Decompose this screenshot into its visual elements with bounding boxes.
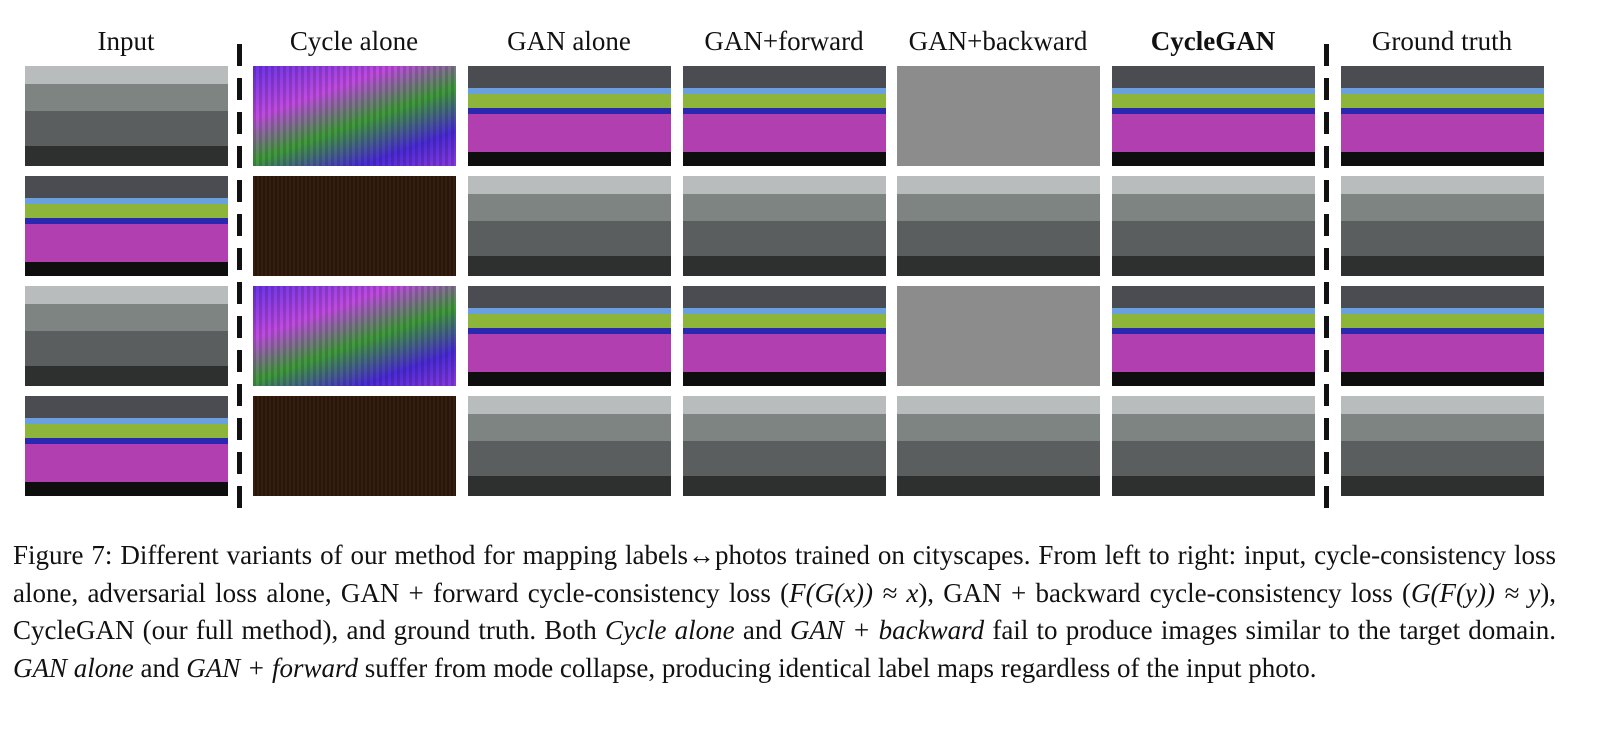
image-cell	[897, 396, 1100, 496]
caption-text: ), CycleGAN (our full method), and groun…	[13, 577, 1557, 646]
column-header: GAN+backward	[908, 26, 1088, 56]
caption-text: ), GAN + backward cycle-consistency loss…	[918, 577, 1412, 608]
image-cell	[468, 66, 671, 166]
caption-text: and	[133, 652, 187, 683]
column-header: Ground truth	[1371, 26, 1513, 56]
image-cell	[683, 66, 886, 166]
column-header: Cycle alone	[289, 26, 419, 56]
caption-emphasis: Cycle alone	[604, 615, 735, 646]
caption-text: suffer from mode collapse, producing ide…	[357, 652, 1317, 683]
image-cell	[253, 286, 456, 386]
image-cell	[1112, 396, 1315, 496]
caption-text: fail to produce images similar to the ta…	[984, 615, 1557, 646]
image-cell	[253, 176, 456, 276]
image-cell	[25, 286, 228, 386]
image-cell	[1112, 176, 1315, 276]
image-cell	[1341, 396, 1544, 496]
caption-emphasis: F(G(x)) ≈ x	[789, 577, 919, 608]
image-cell	[897, 286, 1100, 386]
column-header: GAN alone	[507, 26, 631, 56]
image-cell	[1341, 66, 1544, 166]
image-cell	[1341, 176, 1544, 276]
image-cell	[25, 176, 228, 276]
image-cell	[1112, 66, 1315, 166]
image-cell	[253, 66, 456, 166]
caption: Figure 7: Different variants of our meth…	[13, 537, 1556, 687]
image-cell	[468, 176, 671, 276]
caption-text: and	[734, 615, 791, 646]
caption-emphasis: GAN + forward	[186, 652, 358, 683]
image-cell	[25, 66, 228, 166]
separator	[237, 44, 242, 512]
image-cell	[253, 396, 456, 496]
image-cell	[1341, 286, 1544, 386]
separator	[1324, 44, 1329, 512]
caption-emphasis: GAN alone	[13, 652, 134, 683]
image-cell	[683, 176, 886, 276]
image-cell	[468, 396, 671, 496]
image-cell	[468, 286, 671, 386]
image-cell	[683, 396, 886, 496]
column-header: Input	[97, 26, 155, 56]
image-cell	[25, 396, 228, 496]
column-header: GAN+forward	[704, 26, 864, 56]
caption-emphasis: GAN + backward	[790, 615, 985, 646]
image-cell	[683, 286, 886, 386]
image-cell	[897, 66, 1100, 166]
caption-text: Figure 7: Different variants of our meth…	[13, 540, 1556, 608]
image-cell	[1112, 286, 1315, 386]
image-cell	[897, 176, 1100, 276]
caption-emphasis: G(F(y)) ≈ y	[1411, 577, 1541, 608]
column-header: CycleGAN	[1150, 26, 1276, 56]
